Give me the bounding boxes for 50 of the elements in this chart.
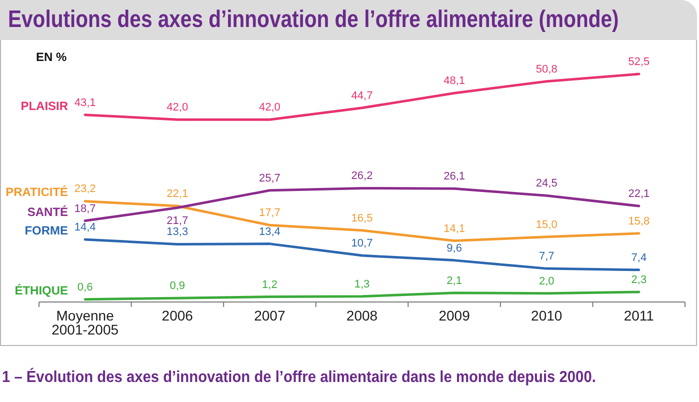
series-label: FORME — [24, 223, 68, 238]
data-label: 44,7 — [351, 90, 373, 102]
x-tick-label: 2011 — [624, 308, 654, 324]
x-tick-label: 2006 — [162, 308, 194, 324]
data-label: 22,1 — [628, 188, 650, 200]
chart-title: Evolutions des axes d’innovation de l’offre alimentaire (monde) — [8, 5, 619, 35]
x-tick-label: Moyenne 2001-2005 — [52, 308, 119, 338]
data-label: 9,6 — [446, 242, 462, 254]
x-tick-label: 2009 — [438, 308, 470, 324]
data-label: 23,2 — [74, 183, 96, 196]
x-tick-label: 2007 — [254, 308, 286, 324]
data-label: 24,5 — [536, 178, 558, 190]
data-label: 18,7 — [74, 202, 96, 215]
data-label: 22,1 — [166, 188, 188, 200]
data-label: 14,4 — [74, 221, 96, 234]
data-label: 1,3 — [354, 278, 370, 290]
series-label: ÉTHIQUE — [14, 283, 68, 298]
x-tick-label: 2010 — [531, 308, 562, 324]
data-label: 10,7 — [351, 238, 373, 250]
data-label: 2,3 — [631, 274, 647, 286]
data-label: 15,0 — [536, 218, 558, 231]
series-label: PLAISIR — [20, 98, 68, 113]
data-label: 14,1 — [444, 222, 466, 235]
x-tick-label: 2008 — [346, 308, 378, 324]
data-label: 15,8 — [628, 215, 650, 228]
data-label: 2,1 — [446, 274, 462, 287]
data-label: 43,1 — [74, 96, 96, 109]
data-label: 17,7 — [258, 207, 280, 220]
data-label: 21,7 — [166, 214, 188, 227]
data-label: 0,9 — [170, 280, 186, 292]
data-label: 2,0 — [538, 275, 554, 288]
data-label: 25,7 — [258, 172, 280, 184]
data-label: 1,2 — [262, 278, 278, 291]
data-label: 42,0 — [258, 102, 280, 114]
data-label: 13,3 — [166, 226, 188, 238]
data-label: 26,1 — [444, 170, 466, 183]
series-label: PRATICITÉ — [6, 185, 68, 200]
data-label: 26,2 — [351, 170, 373, 182]
data-label: 7,7 — [538, 250, 554, 263]
data-label: 7,4 — [631, 252, 647, 264]
data-label: 42,0 — [166, 102, 188, 114]
data-label: 48,1 — [444, 75, 466, 88]
series-label: SANTÉ — [27, 204, 68, 219]
data-label: 16,5 — [351, 212, 373, 224]
data-label: 52,5 — [628, 56, 650, 68]
y-axis-title: EN % — [36, 50, 67, 64]
text: 1 – Évolution des axes d’innovation de l’offre alimentaire dans le monde depuis 2000. — [2, 368, 596, 388]
data-label: 0,6 — [77, 281, 93, 294]
data-label: 13,4 — [258, 226, 280, 238]
data-label: 50,8 — [536, 63, 558, 76]
